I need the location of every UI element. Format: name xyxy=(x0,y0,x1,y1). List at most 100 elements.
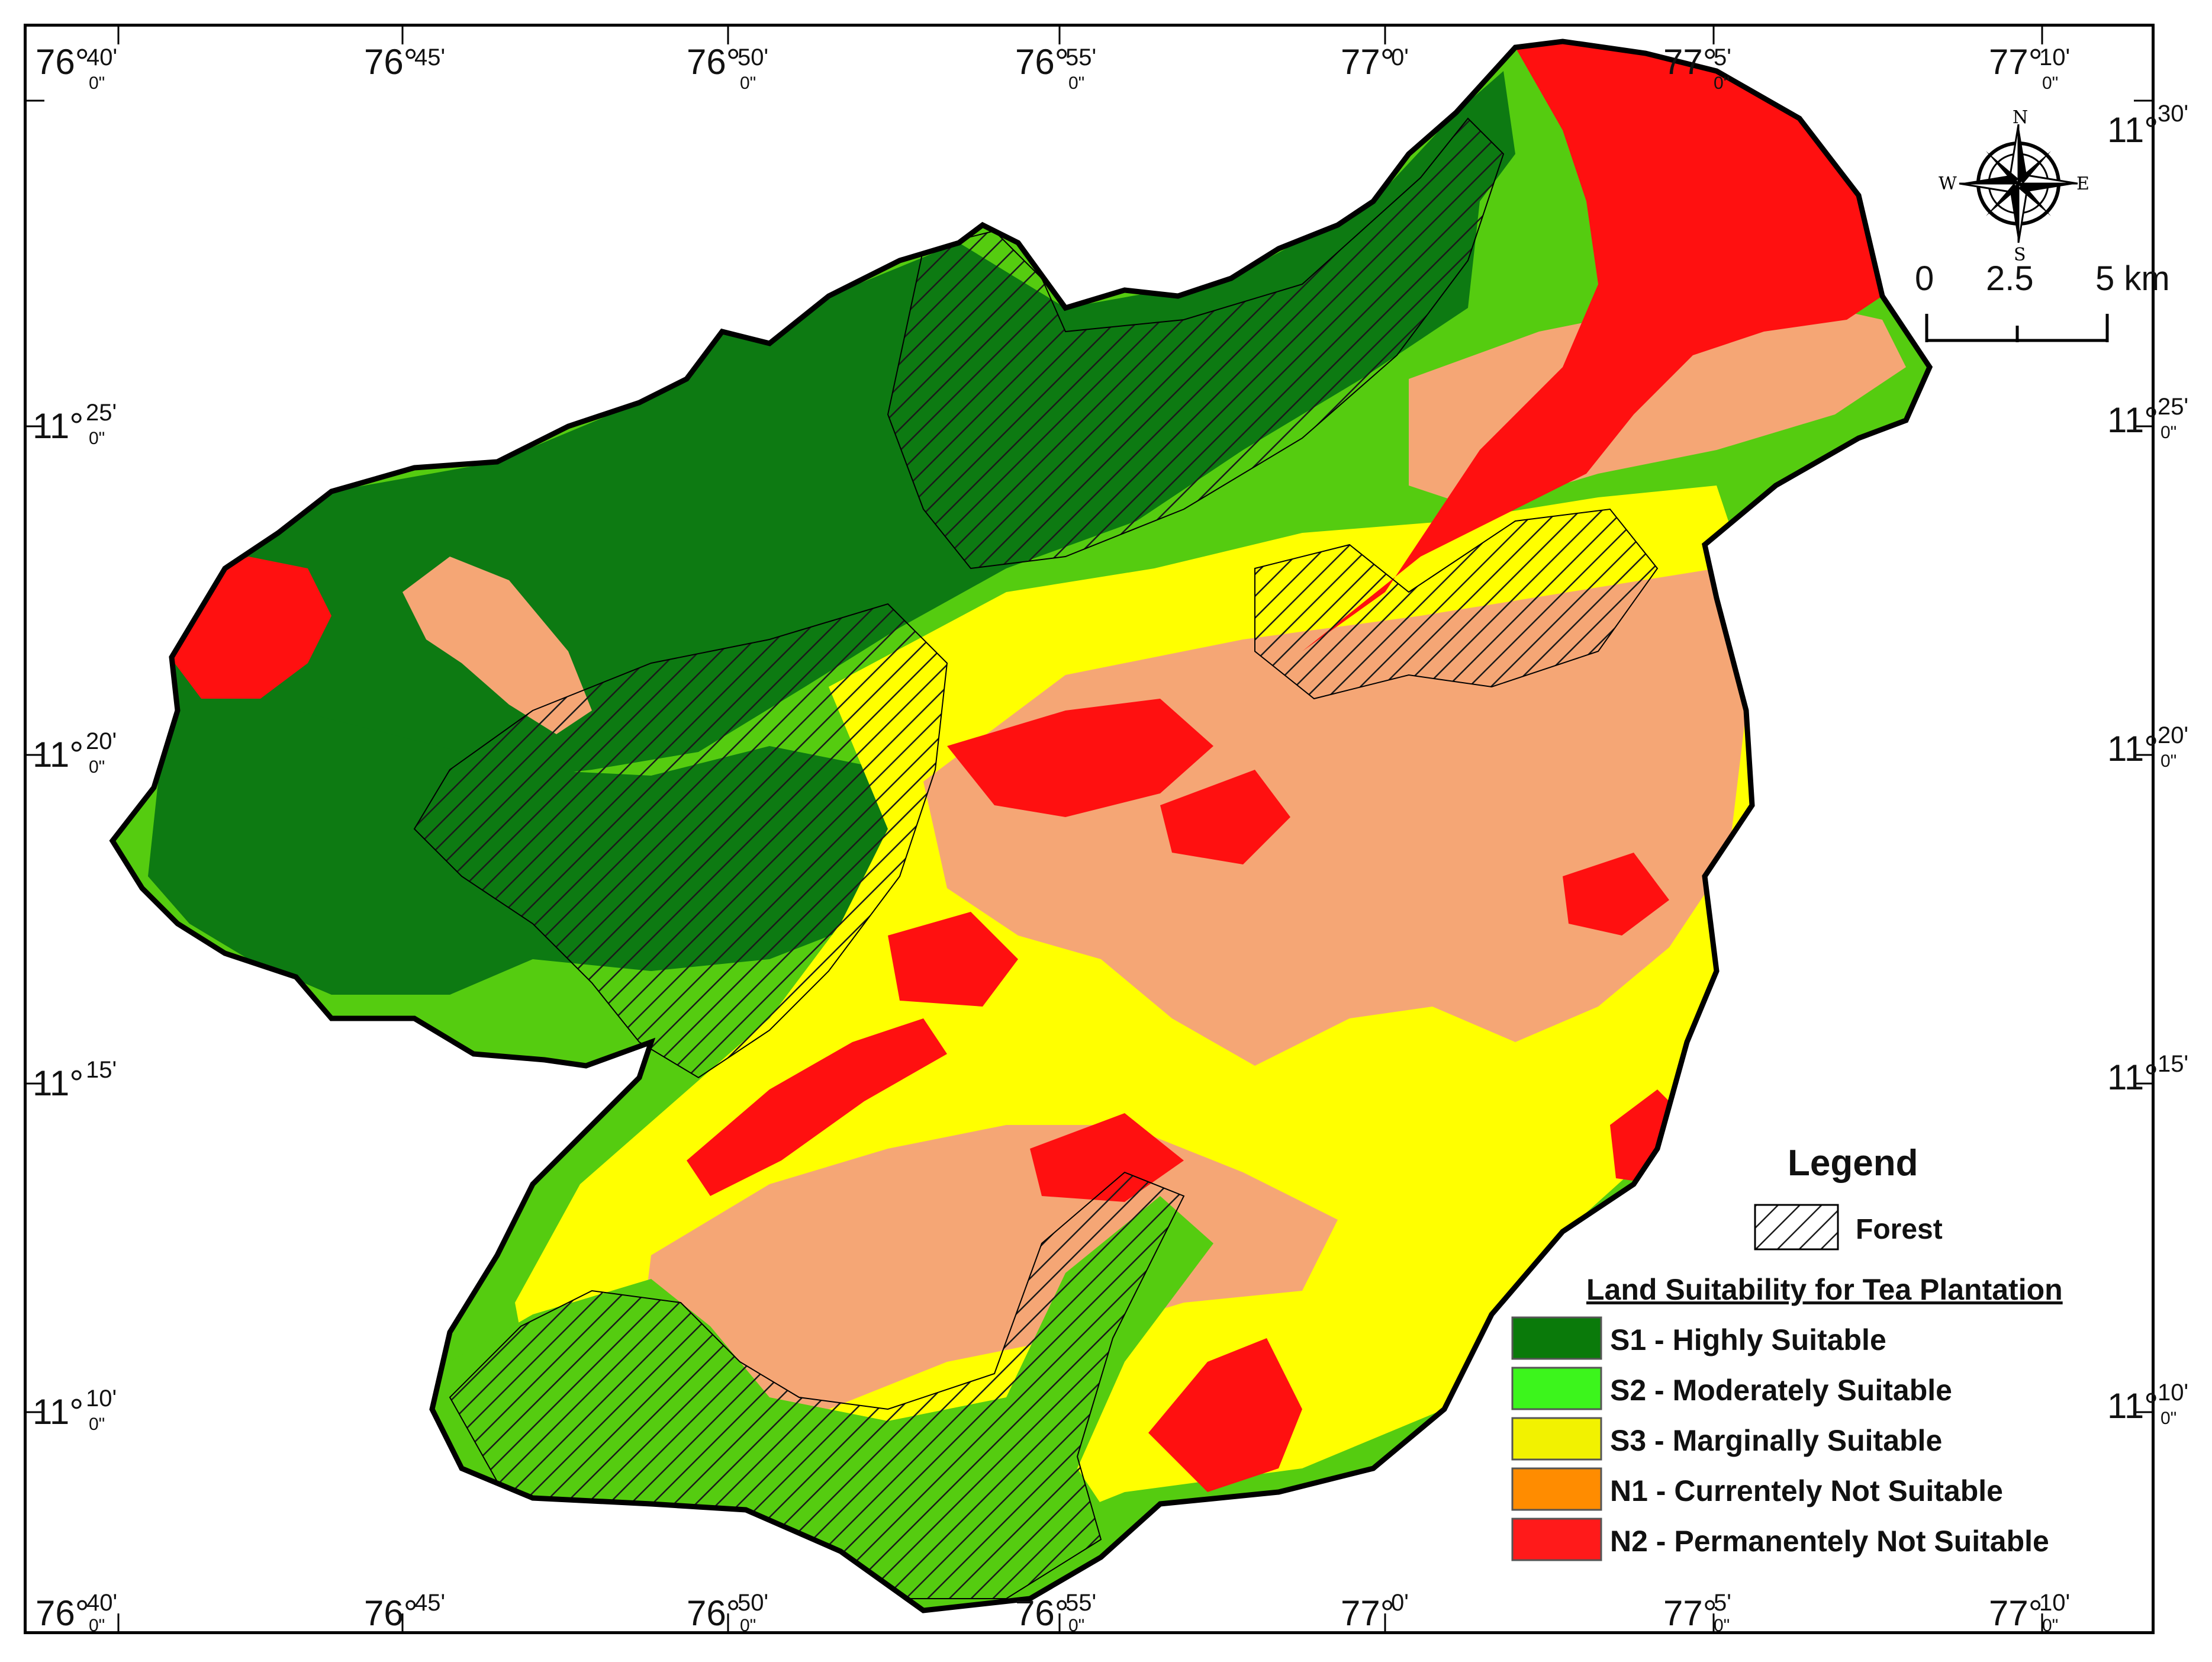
legend-swatch-s2 xyxy=(1511,1367,1602,1410)
legend-subtitle: Land Suitability for Tea Plantation xyxy=(1586,1273,2063,1306)
top-label-1: 76° 40' 0" xyxy=(36,42,117,93)
svg-text:0": 0" xyxy=(2161,1409,2176,1428)
svg-text:0": 0" xyxy=(89,1616,105,1635)
svg-text:0": 0" xyxy=(2161,423,2176,442)
svg-text:0": 0" xyxy=(1068,1616,1084,1635)
left-label-1: 11° 25' 0" xyxy=(33,400,117,448)
svg-text:0": 0" xyxy=(89,429,105,448)
svg-text:0": 0" xyxy=(1714,73,1730,93)
compass-south-label: S xyxy=(2014,245,2026,265)
svg-text:10': 10' xyxy=(2039,44,2070,70)
svg-text:40': 40' xyxy=(86,44,117,70)
svg-text:50': 50' xyxy=(738,1590,768,1616)
svg-text:40': 40' xyxy=(86,1590,117,1616)
compass-north-label: N xyxy=(2013,107,2028,128)
svg-text:76°: 76° xyxy=(364,1593,418,1633)
svg-text:76°: 76° xyxy=(1015,1593,1069,1633)
zone-n2-strip xyxy=(687,1018,947,1196)
bottom-label-6: 77° 5' 0" xyxy=(1663,1590,1731,1635)
legend-title: Legend xyxy=(1788,1143,1918,1184)
svg-text:20': 20' xyxy=(2158,722,2188,748)
zone-n2-south-mid xyxy=(1030,1113,1184,1202)
svg-text:0": 0" xyxy=(1068,73,1084,93)
svg-text:77°: 77° xyxy=(1989,42,2043,82)
right-label-3: 11° 20' 0" xyxy=(2107,722,2188,771)
legend-label-n1: N1 - Currentely Not Suitable xyxy=(1610,1474,2003,1507)
bottom-label-4: 76° 55' 0" xyxy=(1015,1590,1096,1635)
district-boundary xyxy=(109,38,1933,1613)
left-label-4: 11° 10' 0" xyxy=(33,1385,117,1434)
right-label-4: 11° 15' xyxy=(2107,1051,2188,1097)
svg-text:10': 10' xyxy=(2039,1590,2070,1616)
svg-text:55': 55' xyxy=(1065,44,1096,70)
top-label-5: 77° 0' xyxy=(1341,42,1409,82)
top-label-6: 77° 5' 0" xyxy=(1663,42,1731,93)
svg-text:11°: 11° xyxy=(33,1063,83,1103)
left-coordinate-labels: 11° 25' 0" 11° 20' 0" 11° 15' 11° 10' 0" xyxy=(33,400,117,1434)
svg-text:10': 10' xyxy=(86,1385,117,1412)
svg-text:0': 0' xyxy=(1391,44,1409,70)
legend-label-s3: S3 - Marginally Suitable xyxy=(1610,1424,1942,1457)
svg-text:11°: 11° xyxy=(2107,110,2158,150)
zone-n1-east xyxy=(923,568,1746,1066)
zone-n2-northeast xyxy=(1302,41,1882,651)
top-coordinate-labels: 76° 40' 0" 76° 45' 76° 50' 0" 76° 55' 0"… xyxy=(36,42,2070,93)
left-label-3: 11° 15' xyxy=(33,1057,117,1103)
legend-label-s1: S1 - Highly Suitable xyxy=(1610,1323,1886,1356)
forest-hatch-north xyxy=(887,117,1505,570)
bottom-label-3: 76° 50' 0" xyxy=(687,1590,768,1635)
svg-text:5': 5' xyxy=(1714,44,1731,70)
bottom-label-5: 77° 0' xyxy=(1341,1590,1409,1633)
svg-text:0": 0" xyxy=(89,757,105,777)
scale-label-end: 5 km xyxy=(2095,259,2170,298)
svg-text:20': 20' xyxy=(86,728,117,754)
svg-text:0": 0" xyxy=(2042,1616,2058,1635)
bottom-label-2: 76° 45' xyxy=(364,1590,445,1633)
legend-label-n2: N2 - Permanentely Not Suitable xyxy=(1610,1525,2049,1558)
svg-text:5': 5' xyxy=(1714,1590,1731,1616)
compass-east-label: E xyxy=(2076,173,2089,194)
top-label-7: 77° 10' 0" xyxy=(1989,42,2070,93)
svg-text:11°: 11° xyxy=(33,1392,83,1432)
svg-text:11°: 11° xyxy=(2107,1386,2158,1426)
svg-text:77°: 77° xyxy=(1663,1593,1717,1633)
svg-text:11°: 11° xyxy=(33,735,83,774)
top-label-2: 76° 45' xyxy=(364,42,445,82)
svg-text:30': 30' xyxy=(2158,101,2188,127)
svg-text:0': 0' xyxy=(1391,1590,1409,1616)
top-label-4: 76° 55' 0" xyxy=(1015,42,1096,93)
svg-text:11°: 11° xyxy=(2107,1057,2158,1097)
bottom-coordinate-labels: 76° 40' 0" 76° 45' 76° 50' 0" 76° 55' 0"… xyxy=(36,1590,2070,1635)
zone-n1-west xyxy=(403,557,592,734)
scale-label-0: 0 xyxy=(1915,259,1934,298)
legend-forest-swatch xyxy=(1754,1204,1839,1250)
svg-text:77°: 77° xyxy=(1341,42,1395,82)
svg-text:0": 0" xyxy=(2161,751,2176,771)
bottom-label-7: 77° 10' 0" xyxy=(1989,1590,2070,1635)
svg-text:11°: 11° xyxy=(2107,400,2158,440)
legend-label-s2: S2 - Moderately Suitable xyxy=(1610,1374,1952,1407)
scale-bar: 0 2.5 5 km xyxy=(1915,259,2170,342)
svg-text:45': 45' xyxy=(414,1590,445,1616)
svg-text:0": 0" xyxy=(740,1616,756,1635)
svg-text:11°: 11° xyxy=(2107,729,2158,769)
legend-swatch-n2 xyxy=(1511,1518,1602,1561)
svg-text:76°: 76° xyxy=(687,1593,740,1633)
forest-hatch-central xyxy=(413,603,948,1079)
right-label-5: 11° 10' 0" xyxy=(2107,1380,2188,1428)
svg-text:55': 55' xyxy=(1065,1590,1096,1616)
top-label-3: 76° 50' 0" xyxy=(687,42,768,93)
bottom-label-1: 76° 40' 0" xyxy=(36,1590,117,1635)
svg-text:15': 15' xyxy=(86,1057,117,1083)
svg-text:0": 0" xyxy=(89,1415,105,1434)
svg-text:76°: 76° xyxy=(36,42,89,82)
legend-swatch-n1 xyxy=(1511,1467,1602,1511)
svg-text:76°: 76° xyxy=(1015,42,1069,82)
right-label-2: 11° 25' 0" xyxy=(2107,394,2188,442)
svg-text:0": 0" xyxy=(2042,73,2058,93)
svg-text:11°: 11° xyxy=(33,406,83,446)
zone-n2-southeast xyxy=(1148,1338,1302,1492)
zone-n2-center3 xyxy=(1160,770,1290,864)
